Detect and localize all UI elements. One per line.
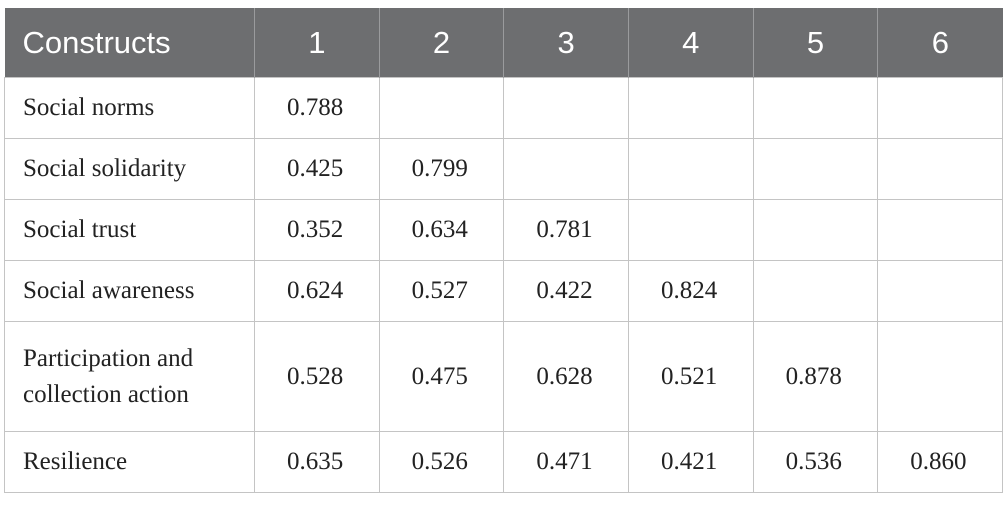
empty-cell [627, 138, 754, 200]
value-cell: 0.788 [254, 77, 380, 139]
header-cell: 4 [627, 8, 754, 78]
header-cell: Constructs [4, 8, 255, 78]
row-label: Social awareness [4, 260, 255, 322]
row-label: Social trust [4, 199, 255, 261]
header-cell: 6 [877, 8, 1003, 78]
empty-cell [503, 77, 629, 139]
empty-cell [752, 199, 879, 261]
header-cell: 2 [378, 8, 504, 78]
value-cell: 0.422 [503, 260, 629, 322]
table-header: Constructs 1 2 3 4 5 6 [4, 8, 1003, 78]
empty-cell [877, 260, 1003, 322]
table-row: Social norms 0.788 [4, 77, 1003, 139]
value-cell: 0.352 [254, 199, 380, 261]
value-cell: 0.781 [503, 199, 629, 261]
empty-cell [877, 138, 1003, 200]
header-cell: 3 [503, 8, 629, 78]
row-label: Social norms [4, 77, 255, 139]
empty-cell [752, 260, 879, 322]
value-cell: 0.536 [752, 431, 879, 493]
empty-cell [752, 77, 879, 139]
value-cell: 0.521 [627, 321, 754, 432]
table-row: Social solidarity 0.425 0.799 [4, 138, 1003, 200]
correlation-table: Constructs 1 2 3 4 5 6 Social norms 0.788 Social… [4, 8, 1003, 493]
value-cell: 0.878 [752, 321, 879, 432]
empty-cell [627, 77, 754, 139]
empty-cell [627, 199, 754, 261]
header-cell: 1 [254, 8, 380, 78]
value-cell: 0.860 [877, 431, 1003, 493]
header-cell: 5 [752, 8, 878, 78]
empty-cell [877, 199, 1003, 261]
value-cell: 0.475 [378, 321, 505, 432]
empty-cell [752, 138, 879, 200]
empty-cell [877, 321, 1003, 432]
value-cell: 0.527 [378, 260, 505, 322]
table-row: Participation and collection action 0.528… [4, 321, 1003, 432]
value-cell: 0.526 [378, 431, 505, 493]
table-body: Social norms 0.788 Social solidarity 0.425 0… [4, 77, 1003, 493]
value-cell: 0.799 [378, 138, 505, 200]
value-cell: 0.634 [378, 199, 505, 261]
value-cell: 0.824 [627, 260, 754, 322]
empty-cell [503, 138, 629, 200]
empty-cell [877, 77, 1003, 139]
table-row: Resilience 0.635 0.526 0.471 0.421 0.536 0.860 [4, 431, 1003, 493]
table-row: Social trust 0.352 0.634 0.781 [4, 199, 1003, 261]
value-cell: 0.624 [254, 260, 380, 322]
value-cell: 0.471 [503, 431, 629, 493]
value-cell: 0.635 [254, 431, 380, 493]
row-label: Social solidarity [4, 138, 255, 200]
row-label: Participation and collection action [4, 321, 255, 432]
value-cell: 0.528 [254, 321, 380, 432]
row-label: Resilience [4, 431, 255, 493]
value-cell: 0.421 [627, 431, 754, 493]
value-cell: 0.628 [503, 321, 629, 432]
value-cell: 0.425 [254, 138, 380, 200]
table-row: Social awareness 0.624 0.527 0.422 0.824 [4, 260, 1003, 322]
header-row: Constructs 1 2 3 4 5 6 [4, 8, 1003, 78]
empty-cell [378, 77, 505, 139]
